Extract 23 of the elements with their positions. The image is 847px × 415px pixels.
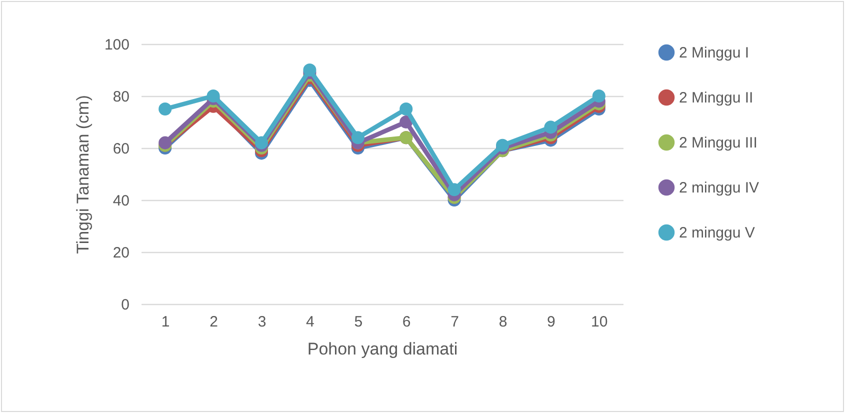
x-tick-label: 6: [402, 314, 411, 330]
x-tick-label: 7: [450, 314, 459, 330]
x-tick-label: 10: [591, 314, 608, 330]
legend-label: 2 Minggu I: [679, 44, 750, 62]
y-axis-title: Tinggi Tanaman (cm): [73, 95, 92, 254]
x-tick-label: 4: [306, 314, 314, 330]
x-tick-label: 3: [258, 314, 266, 330]
y-tick-label: 80: [112, 88, 130, 106]
y-tick-label: 60: [112, 140, 130, 158]
x-axis-title: Pohon yang diamati: [307, 340, 458, 358]
y-tick-label: 100: [104, 36, 130, 54]
legend-label: 2 minggu IV: [679, 180, 760, 196]
legend-label: 2 Minggu III: [679, 134, 758, 152]
y-tick-label: 40: [112, 192, 130, 210]
y-tick-label: 20: [112, 244, 130, 262]
x-tick-label: 1: [161, 314, 170, 330]
y-tick-label: 0: [121, 296, 130, 314]
x-tick-label: 9: [547, 314, 556, 330]
legend-label: 2 Minggu II: [679, 90, 754, 106]
legend-label: 2 minggu V: [679, 224, 755, 242]
x-tick-label: 5: [354, 314, 363, 330]
x-tick-label: 2: [210, 314, 218, 330]
x-tick-label: 8: [498, 314, 508, 330]
